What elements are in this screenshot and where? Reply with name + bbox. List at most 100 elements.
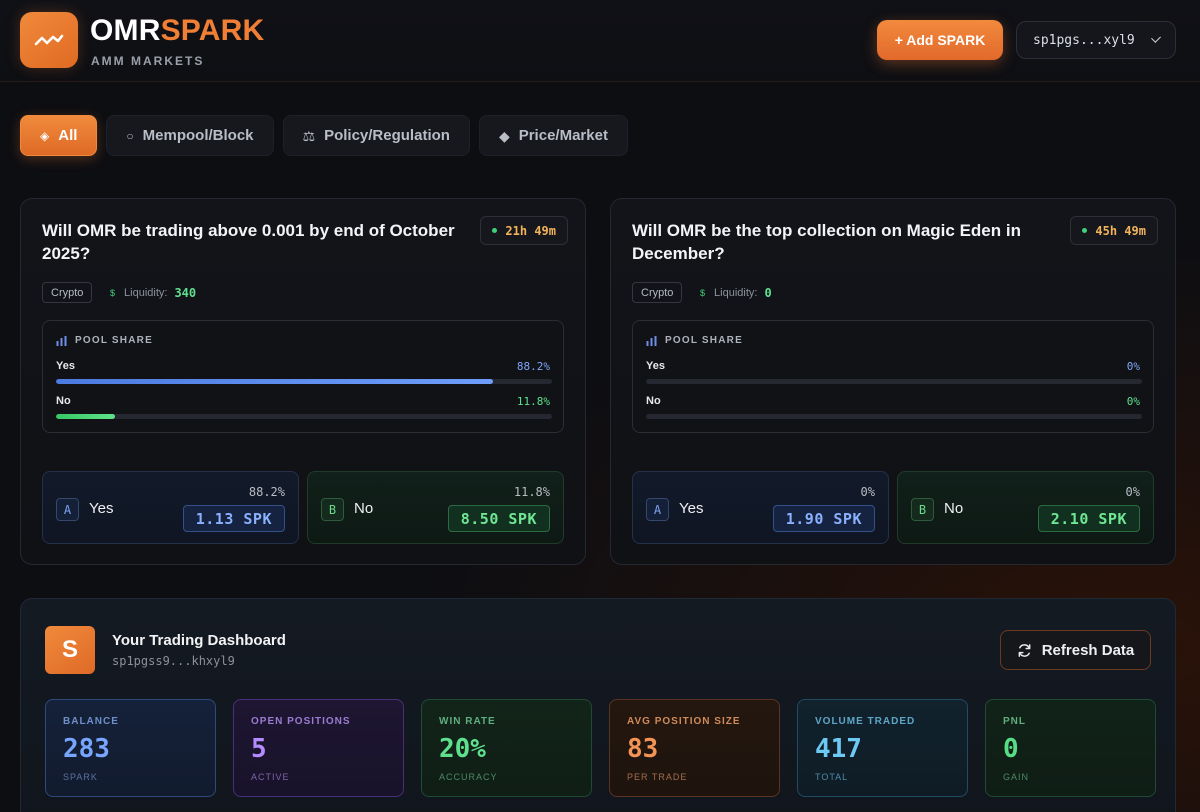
- option-percent: 88.2%: [248, 485, 285, 499]
- stat-label: VOLUME TRADED: [815, 716, 916, 727]
- timer-value: 21h 49m: [505, 223, 556, 238]
- stat-label: AVG POSITION SIZE: [627, 716, 741, 727]
- market-question: Will OMR be the top collection on Magic …: [632, 221, 1021, 263]
- logo[interactable]: [20, 12, 78, 68]
- stat-sub: ACCURACY: [439, 772, 498, 782]
- dashboard-address: sp1pgss9...khxyl9: [112, 654, 235, 668]
- option-percent: 0%: [1125, 485, 1140, 499]
- no-label: No: [646, 395, 661, 407]
- liquidity-label: Liquidity:: [124, 287, 168, 299]
- no-percent: 0%: [1126, 395, 1140, 408]
- yes-percent: 88.2%: [516, 360, 550, 373]
- wallet-dropdown[interactable]: sp1pgs...xyl9: [1016, 21, 1176, 59]
- option-name: No: [944, 500, 964, 517]
- option-price: 2.10 SPK: [1037, 505, 1140, 532]
- pool-share-title: POOL SHARE: [75, 335, 153, 346]
- filter-all[interactable]: ◈ All: [20, 115, 98, 156]
- dollar-icon: $: [110, 288, 116, 298]
- avatar: S: [45, 626, 95, 674]
- stat-label: PNL: [1003, 716, 1026, 727]
- no-progress-track: [56, 414, 552, 419]
- stat-value: 5: [251, 734, 267, 764]
- yes-progress-track: [646, 379, 1142, 384]
- trend-line-icon: [34, 34, 64, 46]
- option-yes-button[interactable]: A Yes 88.2% 1.13 SPK: [42, 471, 299, 544]
- category-tag: Crypto: [632, 282, 683, 303]
- scales-icon: ⚖: [302, 127, 316, 144]
- stat-label: BALANCE: [63, 716, 119, 727]
- option-percent: 0%: [860, 485, 875, 499]
- stat-card-open-positions: OPEN POSITIONS 5 ACTIVE: [233, 699, 404, 797]
- option-percent: 11.8%: [513, 485, 550, 499]
- filter-mempool-block[interactable]: ○ Mempool/Block: [106, 115, 274, 156]
- pool-share-title: POOL SHARE: [665, 335, 743, 346]
- liquidity-label: Liquidity:: [714, 287, 758, 299]
- pool-share-header: POOL SHARE: [646, 335, 743, 346]
- filter-label: Mempool/Block: [142, 127, 254, 144]
- add-spark-button[interactable]: + Add SPARK: [877, 20, 1003, 60]
- option-name: Yes: [679, 500, 704, 517]
- refresh-data-button[interactable]: Refresh Data: [1000, 630, 1151, 670]
- stat-card-volume-traded: VOLUME TRADED 417 TOTAL: [797, 699, 968, 797]
- stat-sub: SPARK: [63, 772, 98, 782]
- filter-label: All: [58, 127, 78, 144]
- option-letter: B: [911, 498, 934, 521]
- stat-value: 417: [815, 734, 862, 764]
- yes-progress-fill: [56, 379, 494, 384]
- market-card[interactable]: Will OMR be the top collection on Magic …: [610, 198, 1176, 565]
- option-letter: A: [646, 498, 669, 521]
- diamond-outline-icon: ◈: [40, 128, 50, 143]
- timer-value: 45h 49m: [1095, 223, 1146, 238]
- refresh-icon: [1018, 643, 1031, 657]
- diamond-icon: ◆: [498, 127, 510, 144]
- yes-percent: 0%: [1126, 360, 1140, 373]
- stat-value: 20%: [439, 734, 486, 764]
- app-header: OMRSPARK AMM MARKETS + Add SPARK sp1pgs.…: [0, 0, 1200, 82]
- option-yes-button[interactable]: A Yes 0% 1.90 SPK: [632, 471, 889, 544]
- stat-value: 0: [1003, 734, 1019, 764]
- option-no-button[interactable]: B No 0% 2.10 SPK: [897, 471, 1154, 544]
- brand-subtitle: AMM MARKETS: [91, 54, 205, 68]
- option-letter: A: [56, 498, 79, 521]
- chevron-down-icon: [1150, 32, 1161, 44]
- category-tag: Crypto: [42, 282, 93, 303]
- countdown-timer: 45h 49m: [1070, 216, 1158, 245]
- refresh-label: Refresh Data: [1041, 641, 1135, 659]
- brand-part-2: SPARK: [160, 14, 265, 47]
- live-dot-icon: [492, 228, 498, 233]
- option-price: 1.13 SPK: [182, 505, 285, 532]
- no-percent: 11.8%: [516, 395, 550, 408]
- option-no-button[interactable]: B No 11.8% 8.50 SPK: [307, 471, 564, 544]
- stat-card-balance: BALANCE 283 SPARK: [45, 699, 216, 797]
- wallet-address: sp1pgs...xyl9: [1033, 32, 1135, 48]
- no-progress-fill: [56, 414, 115, 419]
- option-price: 8.50 SPK: [447, 505, 550, 532]
- option-price: 1.90 SPK: [772, 505, 875, 532]
- pool-share-panel: POOL SHARE Yes 88.2% No 11.8%: [42, 320, 564, 433]
- stat-label: WIN RATE: [439, 716, 496, 727]
- yes-label: Yes: [56, 360, 75, 372]
- countdown-timer: 21h 49m: [480, 216, 568, 245]
- stat-card-win-rate: WIN RATE 20% ACCURACY: [421, 699, 592, 797]
- market-card[interactable]: Will OMR be trading above 0.001 by end o…: [20, 198, 586, 565]
- stats-row: BALANCE 283 SPARK OPEN POSITIONS 5 ACTIV…: [45, 699, 1156, 797]
- stat-card-avg-position-size: AVG POSITION SIZE 83 PER TRADE: [609, 699, 780, 797]
- brand-part-1: OMR: [90, 14, 161, 47]
- option-name: Yes: [89, 500, 114, 517]
- option-letter: B: [321, 498, 344, 521]
- bar-chart-icon: [646, 335, 657, 346]
- circle-outline-icon: ○: [126, 128, 134, 143]
- filter-label: Price/Market: [518, 127, 608, 144]
- filter-policy-regulation[interactable]: ⚖ Policy/Regulation: [282, 115, 470, 156]
- pool-share-panel: POOL SHARE Yes 0% No 0%: [632, 320, 1154, 433]
- stat-sub: ACTIVE: [251, 772, 290, 782]
- stat-sub: GAIN: [1003, 772, 1030, 782]
- stat-value: 283: [63, 734, 110, 764]
- dollar-icon: $: [700, 288, 706, 298]
- no-label: No: [56, 395, 71, 407]
- liquidity-value: 0: [764, 286, 772, 300]
- bar-chart-icon: [56, 335, 67, 346]
- yes-label: Yes: [646, 360, 665, 372]
- filter-price-market[interactable]: ◆ Price/Market: [478, 115, 628, 156]
- option-name: No: [354, 500, 374, 517]
